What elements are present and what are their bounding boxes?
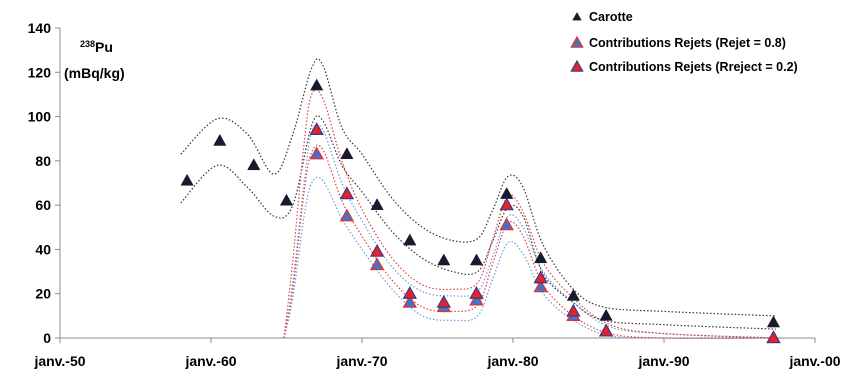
series-2-point xyxy=(309,122,324,136)
y-tick-label: 140 xyxy=(28,20,52,36)
series-0-point xyxy=(247,158,261,171)
series-0-point xyxy=(310,78,324,91)
series-2-point xyxy=(339,186,355,200)
series-2-point xyxy=(402,285,418,299)
series-0-point xyxy=(599,308,613,321)
legend-marker-0 xyxy=(572,11,582,21)
series-2-point xyxy=(369,243,385,257)
legend-marker-2 xyxy=(570,59,584,72)
legend: Carotte Contributions Rejets (Rejet = 0.8… xyxy=(570,10,798,74)
y-axis-mass-number: 238 xyxy=(80,39,95,49)
envelope-upper-curve xyxy=(283,123,777,339)
series-1-point xyxy=(469,292,484,306)
data-markers xyxy=(180,78,781,344)
series-2-point xyxy=(598,323,614,337)
series-2-point xyxy=(766,330,781,344)
x-tick-label: janv.-70 xyxy=(335,353,387,369)
series-1-point xyxy=(499,217,514,231)
y-axis-isotope-label: 238Pu xyxy=(80,39,113,55)
series-1-point xyxy=(402,294,418,308)
x-tick-label: janv.-60 xyxy=(184,353,236,369)
series-0-point xyxy=(766,315,781,328)
series-0-point xyxy=(566,288,581,301)
series-1-point xyxy=(309,146,324,160)
envelope-upper-curve xyxy=(283,89,777,339)
y-axis-isotope-symbol: Pu xyxy=(95,39,113,55)
series-0-point xyxy=(437,253,451,266)
series-0-point xyxy=(403,233,417,246)
series-0-point xyxy=(500,187,514,199)
series-0-point xyxy=(370,198,384,210)
y-tick-label: 60 xyxy=(35,197,51,213)
series-0-point xyxy=(279,193,294,206)
x-tick-label: janv.-00 xyxy=(788,353,840,369)
legend-label-2: Contributions Rejets (Rreject = 0.2) xyxy=(589,60,798,74)
y-tick-label: 120 xyxy=(28,64,52,80)
series-2-point xyxy=(533,270,548,284)
series-0-point xyxy=(340,147,354,160)
series-1-point xyxy=(533,279,548,293)
envelope-lower-curve xyxy=(180,114,777,330)
y-tick-label: 0 xyxy=(43,330,51,346)
series-2-point xyxy=(499,197,514,211)
axes: 0 20 40 60 80 100 120 140 janv.-50 janv.-60 janv.-… xyxy=(28,20,841,369)
series-2-point xyxy=(436,294,451,308)
y-axis-label: 238Pu (mBq/kg) xyxy=(64,39,125,81)
envelope-lower-curve xyxy=(283,176,777,339)
y-tick-label: 80 xyxy=(35,153,51,169)
y-tick-label: 20 xyxy=(35,286,51,302)
legend-marker-1 xyxy=(570,35,584,48)
series-0-point xyxy=(213,133,227,146)
x-tick-label: janv.-50 xyxy=(33,353,85,369)
series-2-point xyxy=(566,303,581,317)
x-tick-label: janv.-80 xyxy=(486,353,538,369)
y-tick-label: 40 xyxy=(35,241,51,257)
envelope-upper-curve xyxy=(180,58,777,317)
series-0-point xyxy=(534,251,548,264)
envelope-curves xyxy=(180,58,777,339)
series-0-point xyxy=(180,173,194,186)
legend-label-0: Carotte xyxy=(589,10,633,24)
series-0-point xyxy=(469,253,484,266)
series-2-point xyxy=(469,285,484,299)
x-tick-label: janv.-90 xyxy=(637,353,689,369)
y-axis-unit-label: (mBq/kg) xyxy=(64,65,125,81)
series-1-point xyxy=(339,208,355,222)
series-1-point xyxy=(369,257,385,271)
legend-label-1: Contributions Rejets (Rejet = 0.8) xyxy=(589,36,786,50)
y-tick-label: 100 xyxy=(28,109,52,125)
